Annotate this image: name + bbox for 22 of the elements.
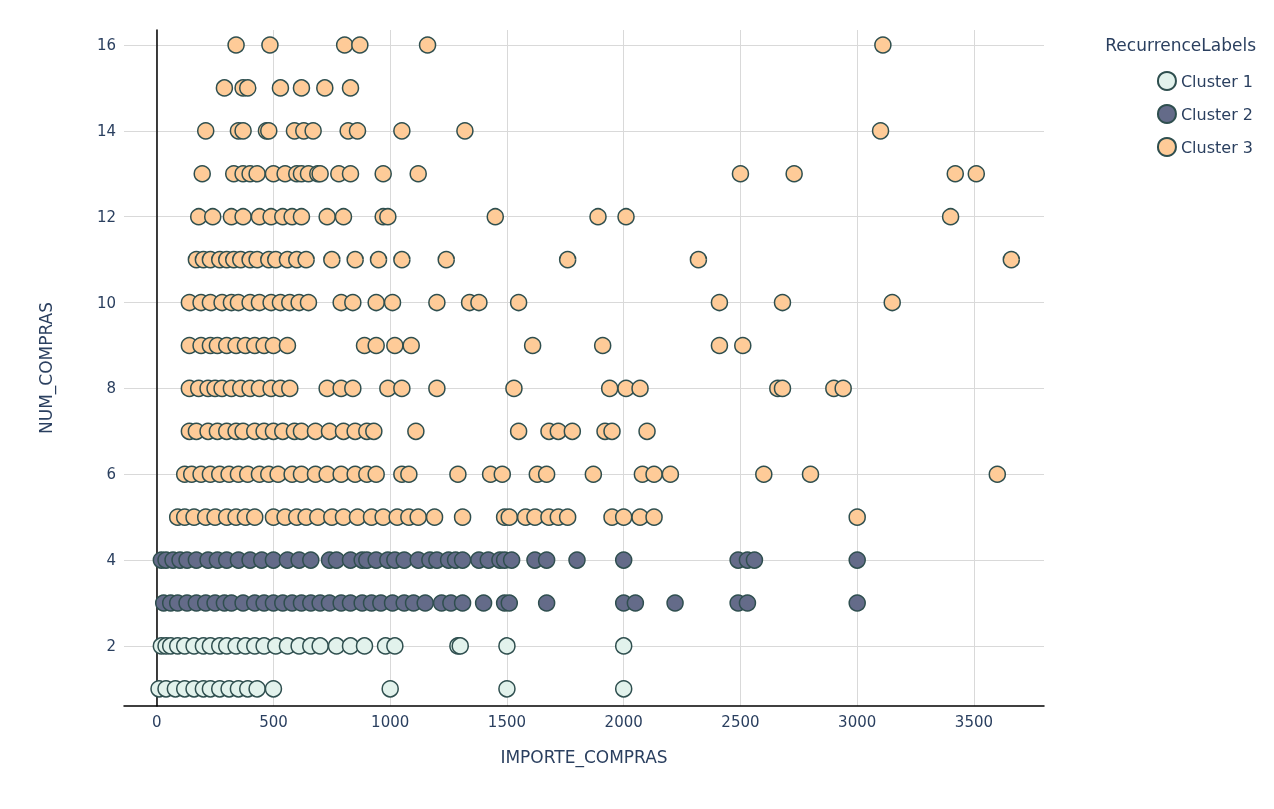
x-tick-label: 2500 — [721, 712, 760, 731]
y-tick-label: 10 — [96, 293, 116, 312]
x-tick-label: 3500 — [954, 712, 994, 731]
y-tick-label: 8 — [106, 379, 116, 398]
x-tick-label: 500 — [259, 712, 288, 731]
y-tick-label: 16 — [96, 36, 116, 55]
y-tick-label: 12 — [96, 207, 116, 226]
legend-label: Cluster 2 — [1180, 104, 1254, 124]
y-tick-label: 4 — [106, 551, 116, 570]
x-axis-title: IMPORTE_COMPRAS — [500, 746, 668, 768]
y-tick-label: 2 — [106, 636, 116, 655]
x-tick-label: 1500 — [487, 712, 527, 731]
legend-label: Cluster 1 — [1180, 71, 1254, 91]
x-tick-label: 3000 — [838, 712, 877, 731]
y-axis-title: NUM_COMPRAS — [35, 301, 57, 435]
legend-title: RecurrenceLabels — [1105, 34, 1257, 55]
y-tick-label: 6 — [106, 465, 116, 484]
y-tick-label: 14 — [96, 121, 116, 140]
x-tick-label: 1000 — [371, 712, 410, 731]
x-tick-label: 2000 — [604, 712, 643, 731]
legend-label: Cluster 3 — [1180, 137, 1254, 157]
x-tick-label: 0 — [151, 712, 162, 731]
